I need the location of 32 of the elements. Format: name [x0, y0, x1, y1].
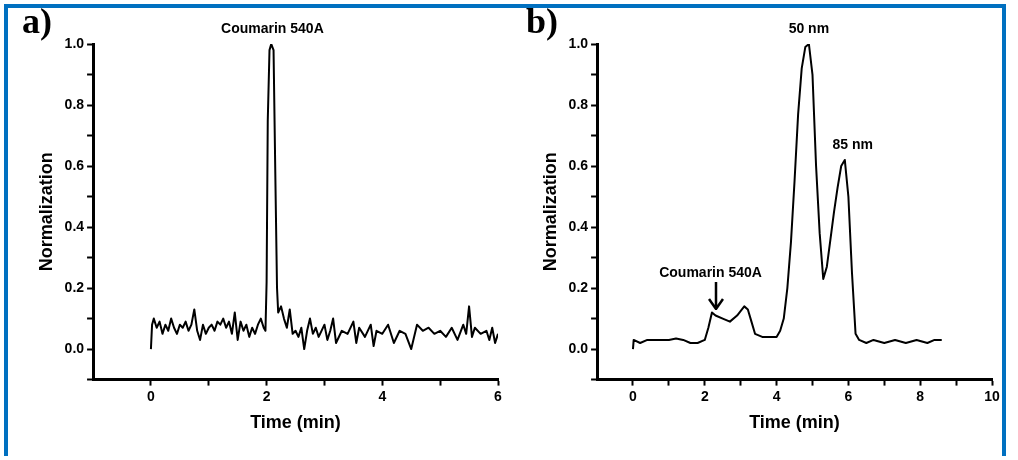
x-tick-label: 8 — [916, 387, 925, 404]
x-axis-title: Time (min) — [749, 412, 840, 433]
y-tick-label: 0.8 — [568, 95, 589, 112]
x-tick-label: 0 — [147, 387, 156, 404]
text: a) — [22, 1, 52, 42]
y-tick-label: 0.6 — [568, 156, 589, 173]
y-tick-label: 0.2 — [568, 278, 589, 295]
annotation: 85 nm — [832, 135, 874, 152]
annotation: 50 nm — [788, 19, 830, 36]
y-tick-label: 0.6 — [64, 156, 85, 173]
text: b) — [526, 1, 559, 42]
y-axis-title: Normalization — [539, 152, 560, 272]
x-tick-label: 2 — [262, 387, 271, 404]
y-tick-label: 0.2 — [64, 278, 85, 295]
y-tick-label: 0.4 — [568, 217, 589, 234]
y-tick-label: 0.0 — [64, 339, 85, 356]
y-tick-label: 1.0 — [64, 34, 85, 51]
x-tick-label: 2 — [700, 387, 709, 404]
y-tick-label: 0.8 — [64, 95, 85, 112]
x-axis-title: Time (min) — [250, 412, 341, 433]
y-tick-label: 1.0 — [568, 34, 589, 51]
y-tick-label: 0.4 — [64, 217, 85, 234]
x-tick-label: 4 — [378, 387, 387, 404]
x-tick-label: 4 — [772, 387, 781, 404]
x-tick-label: 0 — [629, 387, 638, 404]
x-tick-label: 6 — [844, 387, 853, 404]
annotation: Coumarin 540A — [221, 19, 324, 36]
annotation: Coumarin 540A — [659, 264, 762, 281]
x-tick-label: 6 — [494, 387, 503, 404]
y-tick-label: 0.0 — [568, 339, 589, 356]
y-axis-title: Normalization — [35, 152, 56, 272]
x-tick-label: 10 — [984, 387, 1000, 404]
